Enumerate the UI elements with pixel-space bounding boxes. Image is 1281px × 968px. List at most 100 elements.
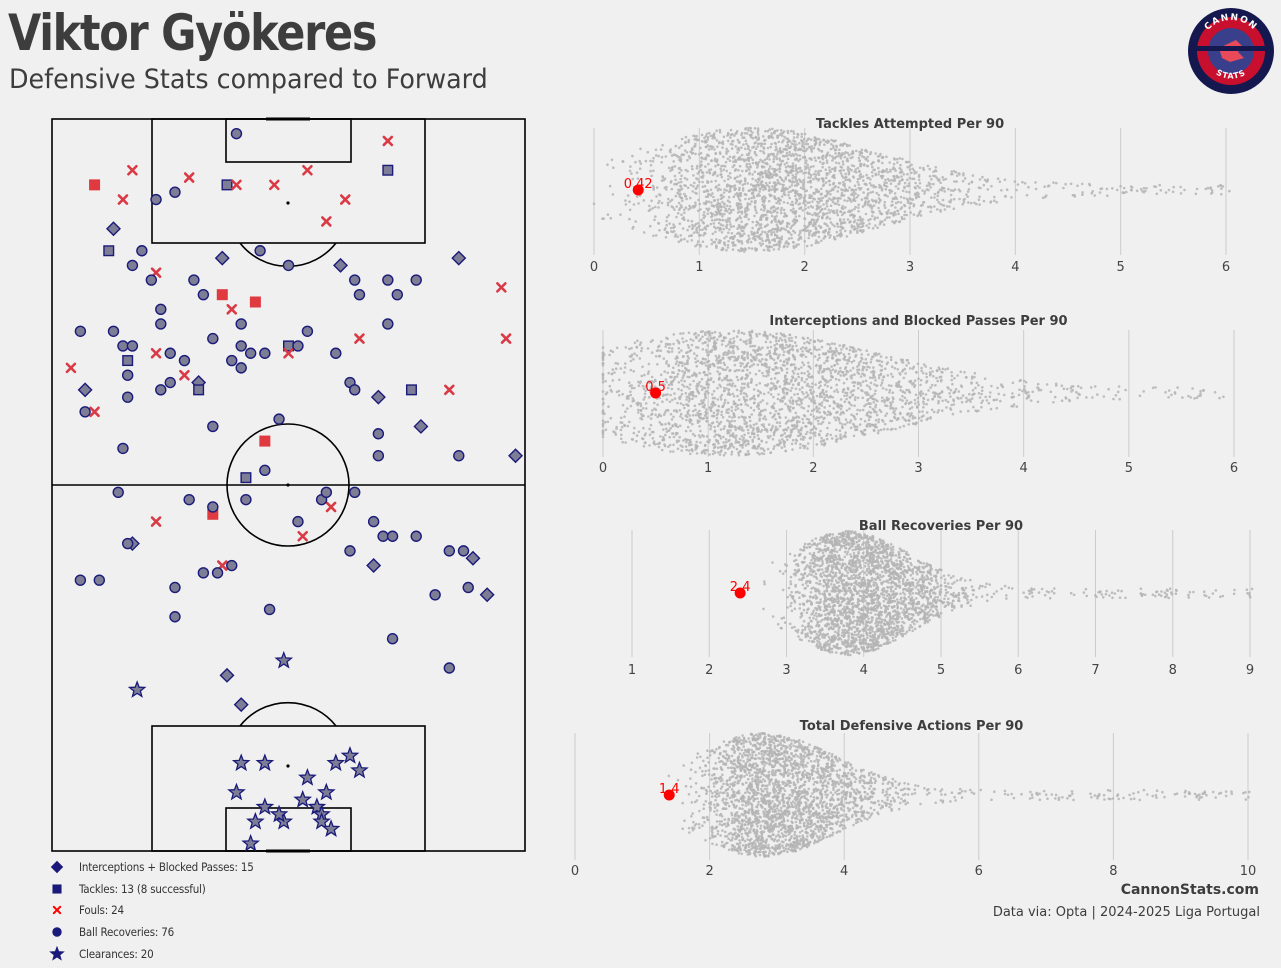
swarm-title: Ball Recoveries Per 90 <box>859 519 1023 534</box>
swarm-cloud <box>762 529 1254 657</box>
tackle-marker <box>89 179 101 191</box>
beeswarm-panel-1: Tackles Attempted Per 90 0 1 2 3 4 5 6 0.42 <box>590 117 1231 275</box>
tackle-marker <box>259 435 271 447</box>
legend-item-foul: Fouls: 24 <box>48 900 124 920</box>
legend-item-tackle: Tackles: 13 (8 successful) <box>48 879 206 899</box>
pitch-events <box>65 127 524 852</box>
tick-label: 4 <box>840 864 848 879</box>
recovery-marker <box>330 347 342 359</box>
swarm-title: Total Defensive Actions Per 90 <box>800 719 1024 734</box>
swarm-title: Interceptions and Blocked Passes Per 90 <box>769 314 1067 329</box>
interception-marker <box>77 382 93 398</box>
recovery-marker <box>155 384 167 396</box>
recovery-marker <box>235 318 247 330</box>
recovery-marker <box>235 362 247 374</box>
legend-label: Interceptions + Blocked Passes: 15 <box>79 860 254 874</box>
recovery-marker <box>188 274 200 286</box>
tick-label: 8 <box>1109 864 1117 879</box>
recovery-marker <box>145 274 158 286</box>
legend-label: Tackles: 13 (8 successful) <box>79 882 206 896</box>
foul-marker <box>354 333 365 344</box>
tick-label: 0 <box>599 461 607 476</box>
tick-label: 6 <box>1014 663 1022 678</box>
recovery-marker <box>292 340 304 352</box>
player-value-label: 0.5 <box>645 380 666 395</box>
recovery-marker <box>126 259 139 272</box>
legend-item-clearance: Clearances: 20 <box>48 944 154 964</box>
interception-marker <box>465 550 481 566</box>
recovery-marker <box>155 318 167 330</box>
tick-label: 7 <box>1091 663 1099 678</box>
recovery-marker <box>349 384 361 396</box>
recovery-marker <box>382 318 394 330</box>
foul-marker <box>150 347 162 359</box>
tick-label: 6 <box>975 864 983 879</box>
interception-marker <box>333 257 349 273</box>
foul-marker <box>321 216 332 227</box>
interception-marker <box>233 697 249 713</box>
recovery-marker <box>136 245 148 257</box>
recovery-marker <box>353 288 366 301</box>
interception-marker <box>106 221 121 237</box>
tick-label: 0 <box>571 864 579 879</box>
interception-marker <box>219 667 235 683</box>
recovery-marker <box>126 340 139 352</box>
beeswarm-panel-3: Ball Recoveries Per 90 1 2 3 4 5 6 7 8 9 2.4 <box>628 519 1254 678</box>
tick-label: 9 <box>1246 663 1254 678</box>
tackle-marker <box>240 472 252 484</box>
recovery-marker <box>410 274 422 286</box>
data-source: Data via: Opta | 2024-2025 Liga Portugal <box>992 905 1260 920</box>
tick-label: 1 <box>695 260 703 275</box>
foul-marker <box>89 406 100 418</box>
recovery-marker <box>121 369 134 381</box>
tackle-marker <box>103 245 115 257</box>
tick-label: 1 <box>628 663 636 678</box>
foul-marker <box>297 530 308 542</box>
tick-label: 1 <box>704 461 712 476</box>
foul-marker <box>283 347 294 359</box>
recovery-marker <box>74 325 87 337</box>
player-value-label: 1.4 <box>659 782 680 797</box>
foul-marker <box>382 135 394 147</box>
recovery-marker <box>169 186 181 198</box>
recovery-marker <box>235 340 247 352</box>
beeswarm-panel-4: Total Defensive Actions Per 90 0 2 4 6 8 10 1.4 <box>571 719 1256 879</box>
legend-label: Fouls: 24 <box>79 903 124 917</box>
tick-label: 4 <box>1020 461 1028 476</box>
cross-icon <box>52 905 62 915</box>
tackle-marker <box>249 296 261 308</box>
recovery-marker <box>254 245 266 257</box>
foul-marker <box>444 384 455 396</box>
legend-item-recovery: Ball Recoveries: 76 <box>48 922 174 942</box>
site-credit: CannonStats.com <box>1120 882 1259 898</box>
tick-label: 6 <box>1230 461 1238 476</box>
recovery-marker <box>230 127 243 140</box>
foul-marker <box>339 194 351 205</box>
foul-marker <box>127 164 138 176</box>
interception-marker <box>370 389 386 405</box>
foul-marker <box>269 179 280 191</box>
tick-label: 2 <box>705 864 713 879</box>
tick-label: 3 <box>782 663 790 678</box>
foul-marker <box>500 333 512 344</box>
tackle-marker <box>405 384 417 396</box>
tick-label: 5 <box>937 663 945 678</box>
swarm-title: Tackles Attempted Per 90 <box>816 117 1004 132</box>
interception-marker <box>451 250 467 266</box>
foul-marker <box>183 172 195 183</box>
tick-label: 4 <box>1011 260 1019 275</box>
tick-label: 2 <box>809 461 817 476</box>
cannon-stats-logo: CANNON STATS <box>1188 8 1274 94</box>
interception-marker <box>508 448 524 464</box>
swarm-cloud <box>667 731 1251 858</box>
recovery-marker <box>155 303 167 316</box>
interception-marker <box>413 418 429 434</box>
recovery-marker <box>150 193 162 206</box>
tackle-marker <box>122 355 134 367</box>
foul-marker <box>302 164 313 176</box>
logo-bottom-text: STATS <box>1215 68 1247 81</box>
tick-label: 5 <box>1117 260 1125 275</box>
legend-label: Ball Recoveries: 76 <box>79 925 175 939</box>
